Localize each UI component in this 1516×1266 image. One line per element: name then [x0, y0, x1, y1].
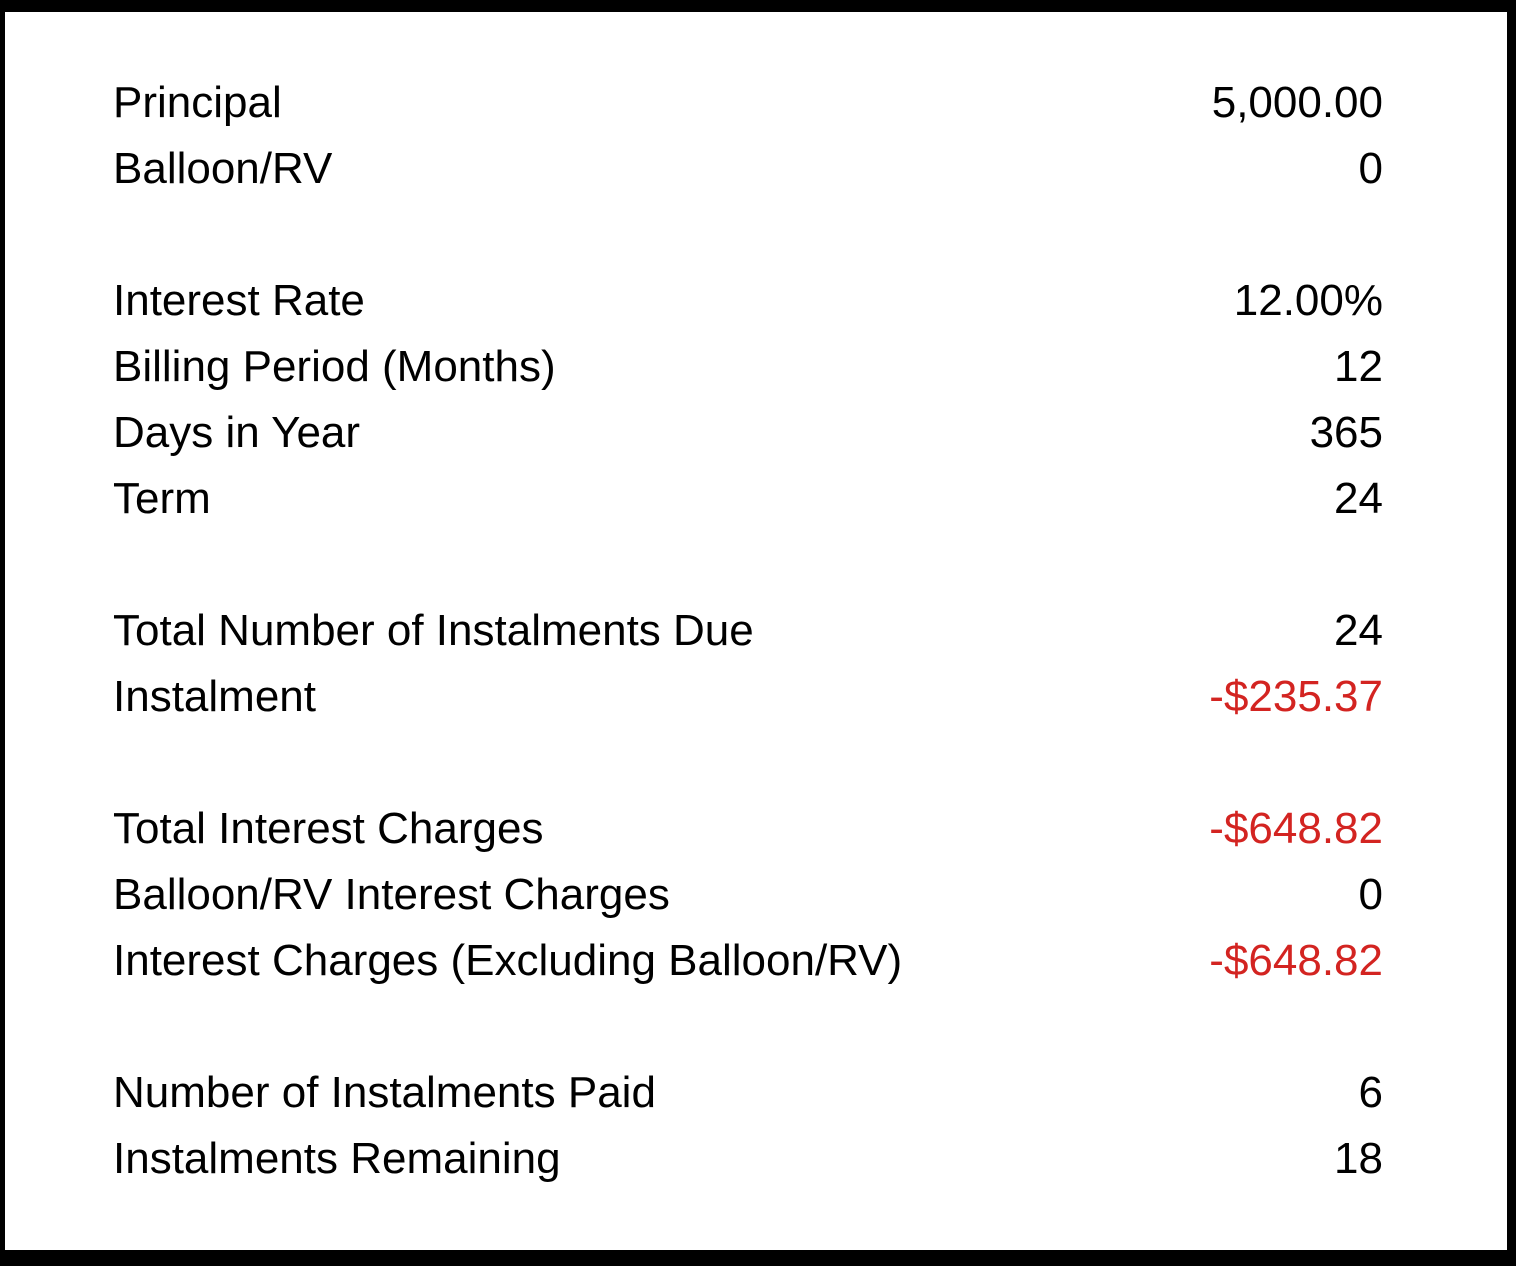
table-row: Days in Year 365: [113, 400, 1383, 466]
table-row: Balloon/RV 0: [113, 136, 1383, 202]
row-label: Term: [113, 474, 211, 523]
row-value: 12.00%: [1233, 276, 1383, 325]
row-value: 365: [1309, 408, 1383, 457]
table-row: Billing Period (Months) 12: [113, 334, 1383, 400]
row-value: -$648.82: [1209, 804, 1383, 853]
table-row: Total Number of Instalments Due 24: [113, 598, 1383, 664]
row-label: Total Number of Instalments Due: [113, 606, 754, 655]
row-label: Principal: [113, 78, 282, 127]
row-value: -$235.37: [1209, 672, 1383, 721]
row-label: Interest Charges (Excluding Balloon/RV): [113, 936, 903, 985]
row-value: 12: [1334, 342, 1383, 391]
rows-container: Principal 5,000.00 Balloon/RV 0 Interest…: [5, 12, 1507, 1192]
table-row: Term 24: [113, 466, 1383, 532]
calculation-sheet: Principal 5,000.00 Balloon/RV 0 Interest…: [5, 12, 1507, 1250]
row-label: Balloon/RV: [113, 144, 333, 193]
table-row: Interest Rate 12.00%: [113, 268, 1383, 334]
spacer-row: [113, 730, 1383, 796]
row-value: 0: [1358, 144, 1383, 193]
spacer-row: [113, 532, 1383, 598]
spacer-row: [113, 994, 1383, 1060]
table-row: Instalments Remaining 18: [113, 1126, 1383, 1192]
row-label: Instalments Remaining: [113, 1134, 561, 1183]
row-label: Billing Period (Months): [113, 342, 556, 391]
row-label: Instalment: [113, 672, 316, 721]
row-value: 18: [1334, 1134, 1383, 1183]
table-row: Total Interest Charges -$648.82: [113, 796, 1383, 862]
spacer-row: [113, 202, 1383, 268]
row-value: 6: [1358, 1068, 1383, 1117]
row-value: 24: [1334, 606, 1383, 655]
row-value: 0: [1358, 870, 1383, 919]
row-label: Total Interest Charges: [113, 804, 544, 853]
row-value: 5,000.00: [1211, 78, 1383, 127]
table-row: Balloon/RV Interest Charges 0: [113, 862, 1383, 928]
row-value: 24: [1334, 474, 1383, 523]
row-label: Balloon/RV Interest Charges: [113, 870, 670, 919]
table-row: Instalment -$235.37: [113, 664, 1383, 730]
row-label: Number of Instalments Paid: [113, 1068, 656, 1117]
table-row: Principal 5,000.00: [113, 70, 1383, 136]
row-label: Interest Rate: [113, 276, 365, 325]
table-row: Number of Instalments Paid 6: [113, 1060, 1383, 1126]
row-label: Days in Year: [113, 408, 361, 457]
row-value: -$648.82: [1209, 936, 1383, 985]
table-row: Interest Charges (Excluding Balloon/RV) …: [113, 928, 1383, 994]
